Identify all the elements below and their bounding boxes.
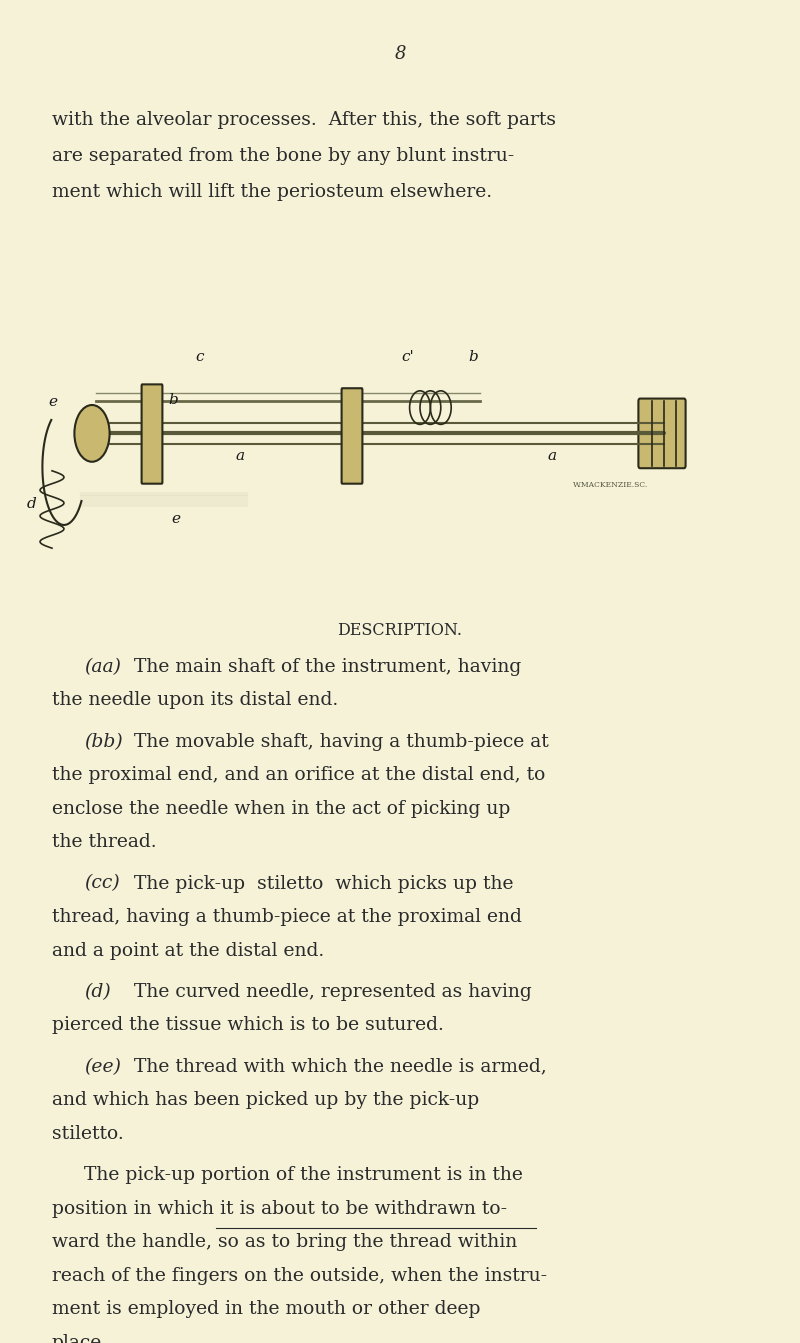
Text: and which has been picked up by the pick-up: and which has been picked up by the pick… (52, 1092, 479, 1109)
Text: DESCRIPTION.: DESCRIPTION. (338, 622, 462, 639)
Text: The movable shaft, having a thumb-piece at: The movable shaft, having a thumb-piece … (128, 733, 549, 751)
Text: b: b (168, 393, 178, 407)
Text: enclose the needle when in the act of picking up: enclose the needle when in the act of pi… (52, 799, 510, 818)
Text: ment is employed in the mouth or other deep: ment is employed in the mouth or other d… (52, 1300, 481, 1319)
Text: e: e (171, 512, 181, 526)
FancyBboxPatch shape (142, 384, 162, 483)
Text: (aa): (aa) (84, 658, 121, 676)
Text: ment which will lift the periosteum elsewhere.: ment which will lift the periosteum else… (52, 183, 492, 201)
Text: c: c (196, 349, 204, 364)
Text: the thread.: the thread. (52, 833, 157, 851)
Text: reach of the fingers on the outside, when the instru-: reach of the fingers on the outside, whe… (52, 1266, 547, 1285)
Text: position in which it is about to be withdrawn to-: position in which it is about to be with… (52, 1199, 507, 1218)
Text: The pick-up  stiletto  which picks up the: The pick-up stiletto which picks up the (128, 874, 514, 893)
FancyBboxPatch shape (638, 399, 686, 469)
Text: (cc): (cc) (84, 874, 120, 893)
Text: (ee): (ee) (84, 1058, 121, 1076)
Text: a: a (235, 449, 245, 463)
Text: ward the handle, so as to bring the thread within: ward the handle, so as to bring the thre… (52, 1233, 518, 1252)
Text: The thread with which the needle is armed,: The thread with which the needle is arme… (128, 1058, 546, 1076)
Text: pierced the tissue which is to be sutured.: pierced the tissue which is to be suture… (52, 1017, 444, 1034)
Text: W.MACKENZIE.SC.: W.MACKENZIE.SC. (573, 481, 648, 489)
Text: and a point at the distal end.: and a point at the distal end. (52, 941, 324, 960)
Text: (d): (d) (84, 983, 110, 1001)
Text: a: a (547, 449, 557, 463)
Circle shape (74, 406, 110, 462)
Text: d: d (26, 497, 36, 510)
Text: are separated from the bone by any blunt instru-: are separated from the bone by any blunt… (52, 146, 514, 165)
Text: with the alveolar processes.  After this, the soft parts: with the alveolar processes. After this,… (52, 111, 556, 129)
Text: place.: place. (52, 1334, 108, 1343)
Text: The main shaft of the instrument, having: The main shaft of the instrument, having (128, 658, 522, 676)
FancyBboxPatch shape (342, 388, 362, 483)
Text: e: e (49, 395, 58, 410)
Text: the proximal end, and an orifice at the distal end, to: the proximal end, and an orifice at the … (52, 766, 546, 784)
Text: thread, having a thumb-piece at the proximal end: thread, having a thumb-piece at the prox… (52, 908, 522, 927)
Text: stiletto.: stiletto. (52, 1124, 124, 1143)
Text: the needle upon its distal end.: the needle upon its distal end. (52, 692, 338, 709)
Text: b: b (468, 349, 478, 364)
Text: 8: 8 (394, 46, 406, 63)
Text: The pick-up portion of the instrument is in the: The pick-up portion of the instrument is… (84, 1166, 523, 1185)
Text: c': c' (402, 349, 414, 364)
Text: The curved needle, represented as having: The curved needle, represented as having (128, 983, 532, 1001)
Text: (bb): (bb) (84, 733, 122, 751)
